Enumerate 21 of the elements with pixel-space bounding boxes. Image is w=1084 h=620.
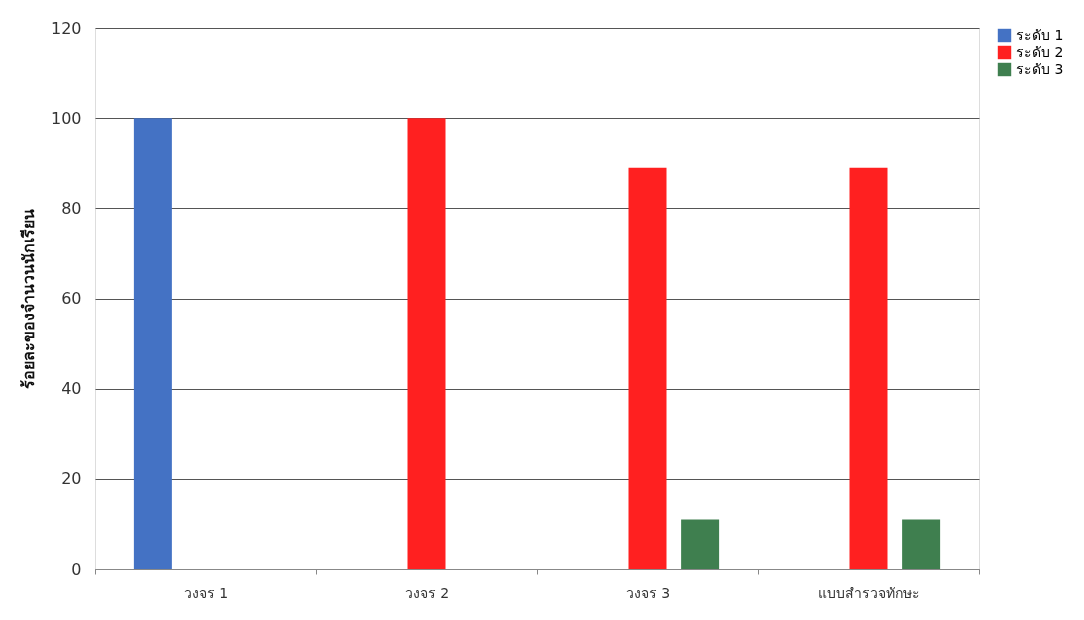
y-tick-label: 20 bbox=[61, 469, 82, 489]
x-tick-label: แบบสำรวจทักษะ bbox=[818, 584, 920, 601]
bar bbox=[628, 167, 667, 569]
bar bbox=[133, 118, 172, 569]
y-tick-label: 60 bbox=[61, 289, 82, 308]
y-tick-label: 40 bbox=[61, 379, 82, 399]
y-axis-title: ร้อยละของจำนวนนักเรียน bbox=[18, 209, 38, 389]
bar bbox=[849, 167, 888, 569]
legend-label: ระดับ 3 bbox=[1016, 60, 1064, 77]
y-tick-label: 0 bbox=[71, 559, 82, 579]
bar bbox=[407, 118, 446, 569]
y-tick-label: 100 bbox=[50, 108, 82, 128]
bar bbox=[681, 519, 720, 569]
y-tick-label: 80 bbox=[61, 198, 82, 218]
x-tick-label: วงจร 3 bbox=[625, 584, 671, 601]
x-tick-label: วงจร 2 bbox=[404, 584, 450, 601]
bar bbox=[902, 519, 941, 569]
x-tick-label: วงจร 1 bbox=[183, 584, 229, 601]
legend-label: ระดับ 1 bbox=[1016, 26, 1064, 43]
y-tick-label: 120 bbox=[50, 18, 82, 38]
legend-label: ระดับ 2 bbox=[1016, 43, 1064, 60]
